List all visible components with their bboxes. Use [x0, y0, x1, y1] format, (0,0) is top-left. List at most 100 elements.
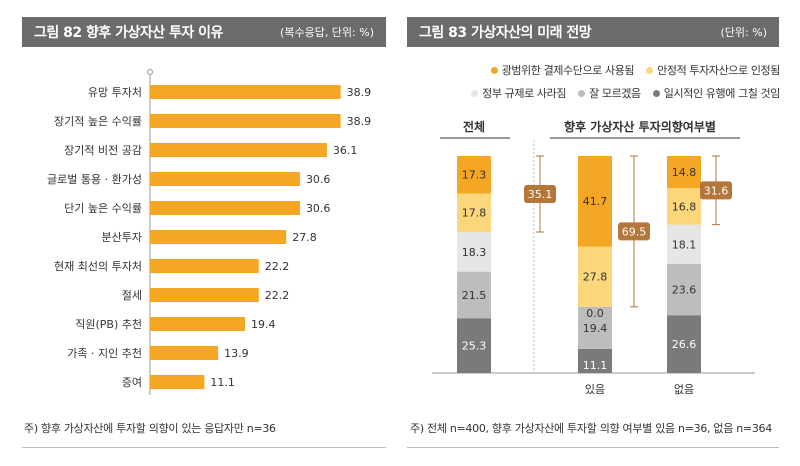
- x-tick-label: 있음: [585, 383, 605, 396]
- value-label: 19.4: [251, 318, 276, 331]
- segment-value-label: 19.4: [583, 322, 608, 335]
- x-tick-label: 없음: [674, 383, 694, 396]
- sum-label: 35.1: [528, 188, 553, 201]
- segment-value-label: 11.1: [583, 359, 608, 372]
- figure83-header: 그림 83 가상자산의 미래 전망 (단위: %): [407, 17, 779, 47]
- legend-dot-icon: [578, 89, 586, 97]
- segment-value-label: 27.8: [583, 271, 608, 284]
- sum-badge: [700, 181, 732, 200]
- value-label: 22.2: [265, 289, 290, 302]
- legend-dot-icon: [490, 66, 498, 74]
- sum-label: 69.5: [622, 225, 647, 238]
- bar: [150, 172, 300, 186]
- segment-value-label: 14.8: [672, 166, 697, 179]
- stack-segment: [667, 263, 701, 316]
- legend-row-1: 광범위한 결제수단으로 사용됨 안정적 투자자산으로 인정됨: [428, 62, 780, 78]
- value-label: 22.2: [265, 260, 290, 273]
- value-label: 38.9: [347, 115, 372, 128]
- bar: [150, 201, 300, 215]
- segment-value-label: 16.8: [672, 200, 697, 213]
- legend-item: 잘 모르겠음: [578, 85, 641, 101]
- bar: [150, 114, 341, 128]
- category-label: 증여: [122, 376, 142, 389]
- stack-segment: [667, 156, 701, 189]
- category-label: 직원(PB) 추천: [75, 317, 142, 331]
- segment-value-label: 17.8: [462, 207, 487, 220]
- category-label: 가족 · 지인 추천: [67, 346, 142, 360]
- stack-segment: [578, 306, 612, 349]
- segment-value-label: 21.5: [462, 289, 487, 302]
- legend-item: 광범위한 결제수단으로 사용됨: [490, 62, 635, 78]
- stack-segment: [457, 156, 491, 194]
- group-label-total: 전체: [463, 119, 485, 134]
- legend-label: 잘 모르겠음: [589, 87, 641, 100]
- bar: [150, 375, 205, 389]
- footer-divider: [407, 447, 779, 448]
- legend-label: 안정적 투자자산으로 인정됨: [657, 64, 780, 77]
- bar: [150, 288, 259, 302]
- legend-dot-icon: [652, 89, 660, 97]
- category-label: 현재 최선의 투자처: [54, 260, 142, 273]
- value-label: 27.8: [292, 231, 317, 244]
- figure82-title: 그림 82 향후 가상자산 투자 이유: [34, 25, 223, 41]
- legend-label: 정부 규제로 사라짐: [482, 87, 567, 100]
- legend-row-2: 정부 규제로 사라짐 잘 모르겠음 일시적인 유행에 그칠 것임: [428, 85, 780, 101]
- figure82-header: 그림 82 향후 가상자산 투자 이유 (복수응답, 단위: %): [22, 17, 386, 47]
- value-label: 11.1: [210, 376, 235, 389]
- value-label: 36.1: [333, 144, 358, 157]
- figure82-footnote: 주) 향후 가상자산에 투자할 의향이 있는 응답자만 n=36: [24, 422, 276, 435]
- figure82-unit: (복수응답, 단위: %): [280, 26, 374, 39]
- bar: [150, 317, 246, 331]
- legend-item: 안정적 투자자산으로 인정됨: [646, 62, 780, 78]
- axis-cap-icon: [147, 69, 153, 75]
- group-label-intent: 향후 가상자산 투자의향여부별: [564, 119, 716, 134]
- figure83-footnote: 주) 전체 n=400, 향후 가상자산에 투자할 의향 여부별 있음 n=36…: [410, 422, 772, 435]
- legend-label: 광범위한 결제수단으로 사용됨: [501, 64, 635, 77]
- figure83-legend: 광범위한 결제수단으로 사용됨 안정적 투자자산으로 인정됨 정부 규제로 사라…: [428, 62, 780, 108]
- stack-segment: [578, 348, 612, 373]
- stack-segment: [578, 156, 612, 247]
- category-label: 분산투자: [102, 231, 142, 244]
- legend-dot-icon: [646, 66, 654, 74]
- bar: [150, 143, 327, 157]
- stack-segment: [457, 193, 491, 233]
- bar: [150, 259, 259, 273]
- stack-segment: [667, 188, 701, 225]
- legend-item: 정부 규제로 사라짐: [471, 85, 566, 101]
- value-label: 30.6: [306, 173, 331, 186]
- segment-value-label: 25.3: [462, 340, 487, 353]
- segment-value-label: 18.3: [462, 246, 487, 259]
- value-label: 38.9: [347, 86, 372, 99]
- sum-badge: [524, 185, 556, 204]
- stack-segment: [457, 271, 491, 319]
- segment-value-label: 41.7: [583, 195, 608, 208]
- segment-value-label: 17.3: [462, 169, 487, 182]
- category-label: 유망 투자처: [88, 86, 142, 99]
- figure83-unit: (단위: %): [720, 26, 767, 39]
- segment-value-label: 26.6: [672, 338, 697, 351]
- legend-dot-icon: [471, 89, 479, 97]
- value-label: 30.6: [306, 202, 331, 215]
- category-label: 장기적 비전 공감: [64, 144, 142, 157]
- legend-item: 일시적인 유행에 그칠 것임: [652, 85, 781, 101]
- figure83-title: 그림 83 가상자산의 미래 전망: [419, 25, 592, 41]
- stack-segment: [457, 318, 491, 373]
- segment-value-label: 23.6: [672, 284, 697, 297]
- category-label: 장기적 높은 수익률: [54, 115, 142, 128]
- stack-segment: [578, 246, 612, 307]
- legend-label: 일시적인 유행에 그칠 것임: [663, 87, 781, 100]
- value-label: 13.9: [224, 347, 249, 360]
- footer-divider: [22, 447, 386, 448]
- stack-segment: [457, 232, 491, 272]
- stack-segment: [667, 224, 701, 264]
- segment-value-label: 18.1: [672, 238, 697, 251]
- bar: [150, 230, 287, 244]
- sum-label: 31.6: [704, 184, 729, 197]
- bar: [150, 85, 341, 99]
- bar: [150, 346, 219, 360]
- category-label: 글로벌 통용 · 환가성: [47, 173, 142, 186]
- stack-segment: [667, 315, 701, 373]
- segment-value-label: 0.0: [586, 307, 604, 320]
- category-label: 단기 높은 수익률: [64, 202, 142, 215]
